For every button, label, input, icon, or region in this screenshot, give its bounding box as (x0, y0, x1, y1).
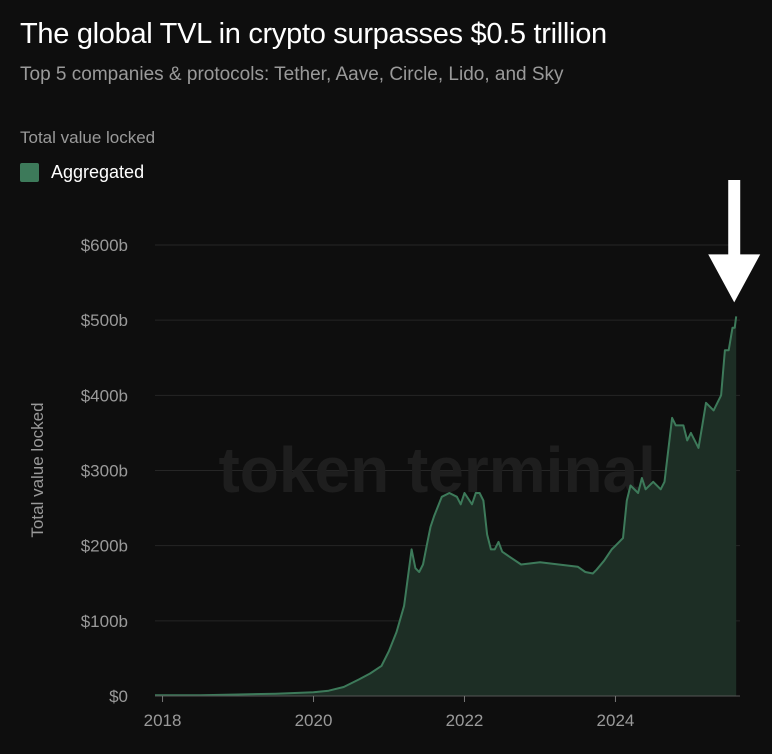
watermark-text: token terminal_ (218, 434, 692, 506)
x-tick-label: 2024 (597, 711, 635, 730)
y-axis-label: Total value locked (28, 402, 47, 537)
chart-subtitle: Top 5 companies & protocols: Tether, Aav… (20, 64, 564, 85)
y-tick-label: $300b (81, 462, 128, 481)
y-tick-label: $500b (81, 311, 128, 330)
y-tick-label: $400b (81, 386, 128, 405)
y-tick-label: $0 (109, 687, 128, 706)
arrow-head (708, 254, 761, 303)
y-tick-label: $200b (81, 537, 128, 556)
series-area-aggregated (155, 316, 737, 696)
x-tick-label: 2022 (446, 711, 484, 730)
x-tick-label: 2020 (295, 711, 333, 730)
legend-swatch (20, 163, 39, 182)
y-tick-label: $100b (81, 612, 128, 631)
y-tick-label: $600b (81, 236, 128, 255)
legend-title: Total value locked (20, 128, 156, 147)
x-tick-label: 2018 (144, 711, 182, 730)
chart-title: The global TVL in crypto surpasses $0.5 … (20, 18, 607, 50)
down-arrow-annotation (708, 180, 761, 303)
series-line-aggregated (155, 316, 738, 697)
arrow-shaft (728, 180, 741, 261)
legend-label: Aggregated (51, 162, 145, 182)
legend-item-aggregated[interactable]: Aggregated (20, 162, 144, 183)
